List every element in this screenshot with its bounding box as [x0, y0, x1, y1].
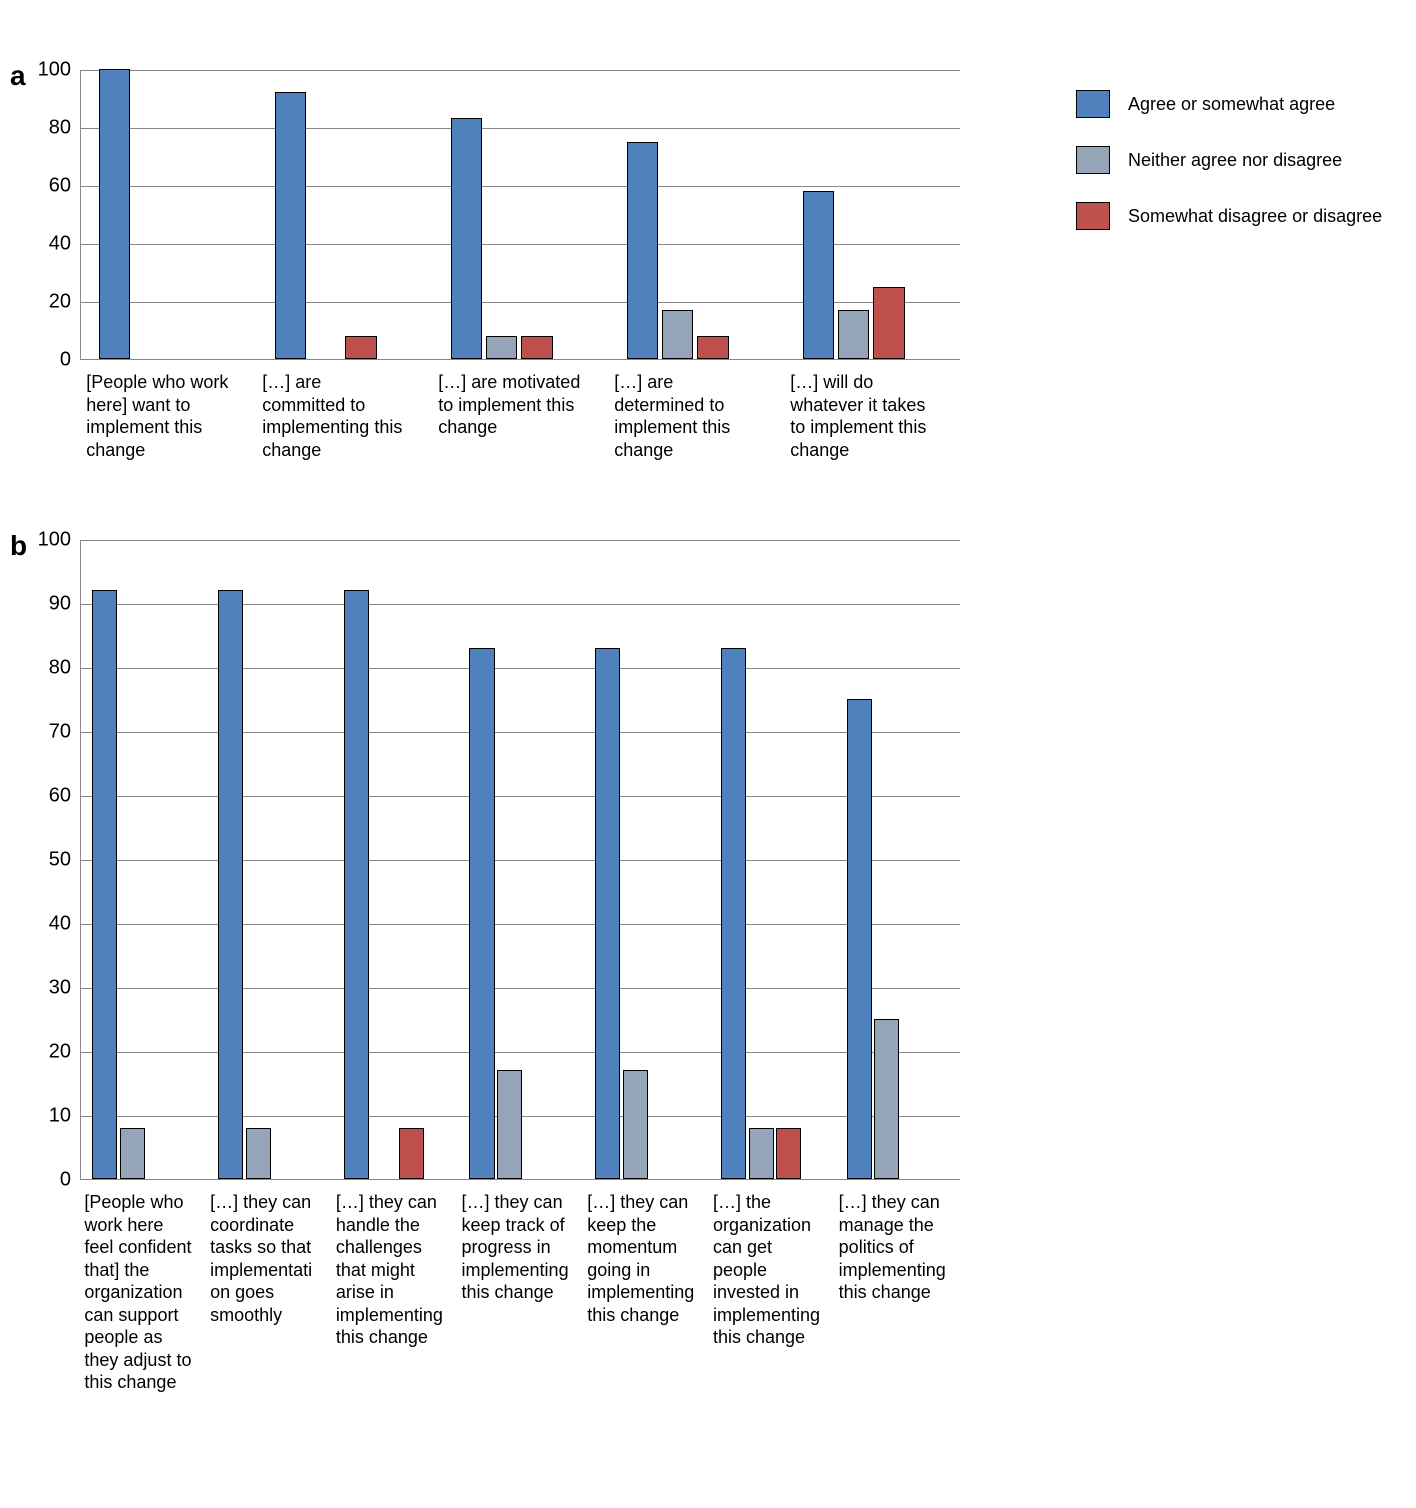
bar-agree [218, 590, 243, 1179]
y-tick-label: 80 [49, 657, 81, 680]
gridline [81, 796, 960, 797]
bar-neither [497, 1070, 522, 1179]
y-tick-label: 0 [60, 349, 81, 372]
gridline [81, 668, 960, 669]
y-tick-label: 20 [49, 291, 81, 314]
bar-neither [623, 1070, 648, 1179]
y-tick-label: 0 [60, 1169, 81, 1192]
gridline [81, 128, 960, 129]
legend-item: Agree or somewhat agree [1076, 90, 1382, 118]
bar-neither [749, 1128, 774, 1179]
gridline [81, 186, 960, 187]
y-tick-label: 90 [49, 593, 81, 616]
panel-a-label: a [10, 60, 26, 92]
x-category-label: […] are motivated to implement this chan… [438, 359, 583, 439]
x-category-label: […] are determined to implement this cha… [614, 359, 759, 461]
legend-swatch [1076, 202, 1110, 230]
y-tick-label: 50 [49, 849, 81, 872]
x-category-label: […] the organization can get people inve… [713, 1179, 825, 1349]
y-tick-label: 100 [38, 529, 81, 552]
x-category-label: […] they can keep the momentum going in … [587, 1179, 699, 1326]
bar-agree [847, 699, 872, 1179]
y-tick-label: 40 [49, 913, 81, 936]
bar-neither [486, 336, 518, 359]
legend-item: Somewhat disagree or disagree [1076, 202, 1382, 230]
y-tick-label: 100 [38, 59, 81, 82]
x-category-label: […] are committed to implementing this c… [262, 359, 407, 461]
legend-label: Somewhat disagree or disagree [1128, 206, 1382, 227]
legend-item: Neither agree nor disagree [1076, 146, 1382, 174]
bar-neither [874, 1019, 899, 1179]
y-tick-label: 60 [49, 785, 81, 808]
x-category-label: […] they can keep track of progress in i… [462, 1179, 574, 1304]
gridline [81, 70, 960, 71]
bar-neither [662, 310, 694, 359]
bar-agree [595, 648, 620, 1179]
x-category-label: [People who work here feel confident tha… [84, 1179, 196, 1394]
gridline [81, 604, 960, 605]
gridline [81, 732, 960, 733]
legend-swatch [1076, 90, 1110, 118]
y-tick-label: 10 [49, 1105, 81, 1128]
legend: Agree or somewhat agree Neither agree no… [1076, 90, 1382, 258]
gridline [81, 988, 960, 989]
panel-a-plot: 020406080100[People who work here] want … [80, 70, 960, 360]
bar-agree [803, 191, 835, 359]
y-tick-label: 20 [49, 1041, 81, 1064]
legend-label: Neither agree nor disagree [1128, 150, 1342, 171]
panel-b-plot: 0102030405060708090100[People who work h… [80, 540, 960, 1180]
bar-neither [246, 1128, 271, 1179]
x-category-label: […] they can handle the challenges that … [336, 1179, 448, 1349]
bar-agree [469, 648, 494, 1179]
y-tick-label: 70 [49, 721, 81, 744]
x-category-label: […] will do whatever it takes to impleme… [790, 359, 935, 461]
bar-disagree [345, 336, 377, 359]
bar-disagree [521, 336, 553, 359]
bar-neither [838, 310, 870, 359]
y-tick-label: 30 [49, 977, 81, 1000]
bar-agree [92, 590, 117, 1179]
bar-disagree [697, 336, 729, 359]
y-tick-label: 60 [49, 175, 81, 198]
bar-agree [451, 118, 483, 359]
y-tick-label: 80 [49, 117, 81, 140]
bar-neither [120, 1128, 145, 1179]
bar-disagree [399, 1128, 424, 1179]
bar-agree [275, 92, 307, 359]
legend-label: Agree or somewhat agree [1128, 94, 1335, 115]
bar-disagree [776, 1128, 801, 1179]
gridline [81, 924, 960, 925]
gridline [81, 1052, 960, 1053]
panel-b-label: b [10, 530, 27, 562]
bar-agree [99, 69, 131, 359]
x-category-label: […] they can manage the politics of impl… [839, 1179, 951, 1304]
bar-agree [344, 590, 369, 1179]
legend-swatch [1076, 146, 1110, 174]
x-category-label: […] they can coordinate tasks so that im… [210, 1179, 322, 1326]
figure: Agree or somewhat agree Neither agree no… [0, 60, 1416, 1508]
bar-agree [627, 142, 659, 360]
gridline [81, 860, 960, 861]
gridline [81, 540, 960, 541]
bar-agree [721, 648, 746, 1179]
x-category-label: [People who work here] want to implement… [86, 359, 231, 461]
y-tick-label: 40 [49, 233, 81, 256]
bar-disagree [873, 287, 905, 360]
